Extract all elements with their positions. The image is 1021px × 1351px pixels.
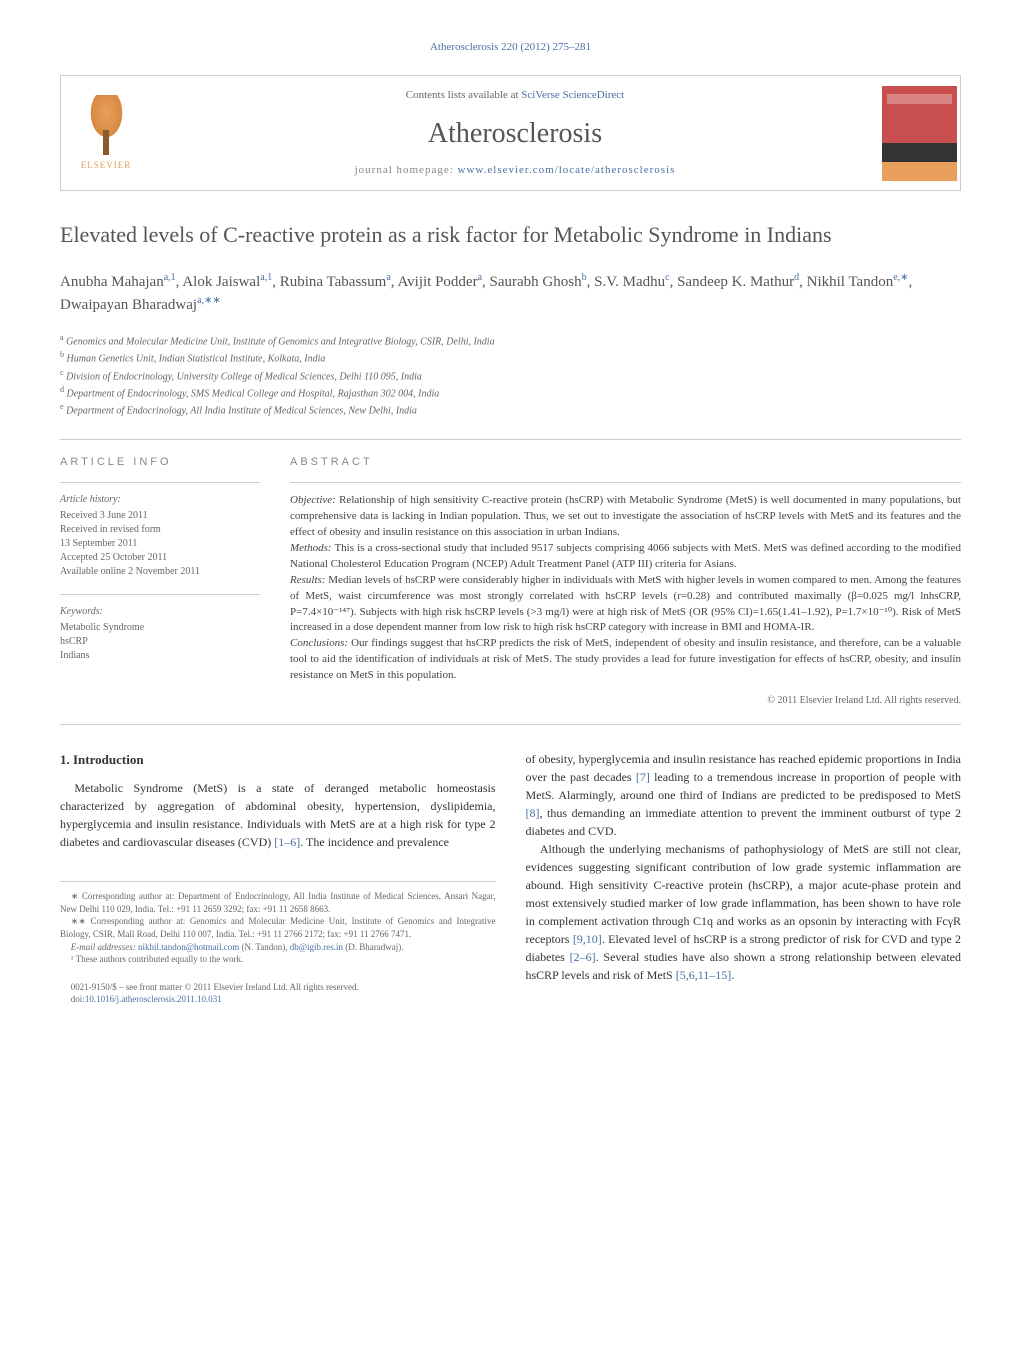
results-label: Results:: [290, 574, 325, 586]
ref-link[interactable]: [2–6]: [570, 950, 596, 964]
article-info-heading: ARTICLE INFO: [60, 455, 260, 470]
email-link-1[interactable]: nikhil.tandon@hotmail.com: [138, 942, 239, 952]
section-number: 1.: [60, 752, 70, 767]
homepage-link[interactable]: www.elsevier.com/locate/atherosclerosis: [458, 164, 676, 176]
history-label: Article history:: [60, 493, 260, 507]
citation-line: Atherosclerosis 220 (2012) 275–281: [60, 40, 961, 55]
ref-link[interactable]: [1–6]: [274, 835, 300, 849]
divider: [60, 439, 961, 440]
abstract-body: Objective: Relationship of high sensitiv…: [290, 482, 961, 709]
abstract-copyright: © 2011 Elsevier Ireland Ltd. All rights …: [290, 694, 961, 709]
sciencedirect-link[interactable]: SciVerse ScienceDirect: [521, 89, 624, 101]
contents-available-line: Contents lists available at SciVerse Sci…: [151, 88, 879, 103]
article-title: Elevated levels of C-reactive protein as…: [60, 221, 961, 250]
equal-contribution: ¹ These authors contributed equally to t…: [60, 953, 496, 966]
email-line: E-mail addresses: nikhil.tandon@hotmail.…: [60, 941, 496, 954]
history-line: 13 September 2011: [60, 537, 260, 551]
methods-text: This is a cross-sectional study that inc…: [290, 542, 961, 570]
keywords-label: Keywords:: [60, 605, 260, 619]
ref-link[interactable]: [8]: [526, 806, 540, 820]
body-col-right: of obesity, hyperglycemia and insulin re…: [526, 750, 962, 1006]
intro-para-1: Metabolic Syndrome (MetS) is a state of …: [60, 779, 496, 851]
abstract-column: ABSTRACT Objective: Relationship of high…: [290, 455, 961, 709]
authors-list: Anubha Mahajana,1, Alok Jaiswala,1, Rubi…: [60, 270, 961, 317]
article-info-column: ARTICLE INFO Article history: Received 3…: [60, 455, 260, 709]
section-heading: 1. Introduction: [60, 750, 496, 770]
body-col-left: 1. Introduction Metabolic Syndrome (MetS…: [60, 750, 496, 1006]
doi-link[interactable]: 10.1016/j.atherosclerosis.2011.10.031: [85, 994, 222, 1004]
issn-line: 0021-9150/$ – see front matter © 2011 El…: [60, 981, 496, 994]
article-history-block: Article history: Received 3 June 2011Rec…: [60, 482, 260, 579]
email-link-2[interactable]: db@igib.res.in: [290, 942, 343, 952]
homepage-line: journal homepage: www.elsevier.com/locat…: [151, 163, 879, 178]
corresponding-author-1: ∗ Corresponding author at: Department of…: [60, 890, 496, 915]
ref-link[interactable]: [5,6,11–15]: [676, 968, 732, 982]
elsevier-tree-icon: [79, 95, 134, 155]
bottom-meta: 0021-9150/$ – see front matter © 2011 El…: [60, 981, 496, 1006]
header-center: Contents lists available at SciVerse Sci…: [151, 76, 879, 190]
history-line: Available online 2 November 2011: [60, 565, 260, 579]
objective-label: Objective:: [290, 494, 336, 506]
history-line: Received 3 June 2011: [60, 509, 260, 523]
affiliation-line: a Genomics and Molecular Medicine Unit, …: [60, 332, 961, 349]
intro-para-1-cont: of obesity, hyperglycemia and insulin re…: [526, 750, 962, 840]
history-line: Received in revised form: [60, 523, 260, 537]
methods-label: Methods:: [290, 542, 332, 554]
affiliation-line: b Human Genetics Unit, Indian Statistica…: [60, 349, 961, 366]
contents-prefix: Contents lists available at: [406, 89, 521, 101]
keyword-line: Indians: [60, 649, 260, 663]
journal-cover-thumbnail: [882, 86, 957, 181]
body-columns: 1. Introduction Metabolic Syndrome (MetS…: [60, 750, 961, 1006]
conclusions-text: Our findings suggest that hsCRP predicts…: [290, 637, 961, 681]
objective-text: Relationship of high sensitivity C-react…: [290, 494, 961, 538]
journal-header: ELSEVIER Contents lists available at Sci…: [60, 75, 961, 191]
journal-name: Atherosclerosis: [151, 114, 879, 153]
corresponding-author-2: ∗∗ Corresponding author at: Genomics and…: [60, 915, 496, 940]
abstract-heading: ABSTRACT: [290, 455, 961, 470]
elsevier-logo: ELSEVIER: [61, 83, 151, 183]
footnotes: ∗ Corresponding author at: Department of…: [60, 881, 496, 966]
keyword-line: hsCRP: [60, 635, 260, 649]
ref-link[interactable]: [7]: [636, 770, 650, 784]
section-title: Introduction: [73, 752, 144, 767]
conclusions-label: Conclusions:: [290, 637, 348, 649]
affiliation-line: e Department of Endocrinology, All India…: [60, 401, 961, 418]
affiliation-line: d Department of Endocrinology, SMS Medic…: [60, 384, 961, 401]
divider: [60, 724, 961, 725]
affiliations-list: a Genomics and Molecular Medicine Unit, …: [60, 332, 961, 419]
keywords-block: Keywords: Metabolic SyndromehsCRPIndians: [60, 594, 260, 663]
affiliation-line: c Division of Endocrinology, University …: [60, 367, 961, 384]
results-text: Median levels of hsCRP were considerably…: [290, 574, 961, 634]
keyword-line: Metabolic Syndrome: [60, 621, 260, 635]
history-line: Accepted 25 October 2011: [60, 551, 260, 565]
homepage-prefix: journal homepage:: [355, 164, 458, 176]
elsevier-label: ELSEVIER: [81, 159, 132, 172]
doi-line: doi:10.1016/j.atherosclerosis.2011.10.03…: [60, 993, 496, 1006]
intro-para-2: Although the underlying mechanisms of pa…: [526, 840, 962, 984]
ref-link[interactable]: [9,10]: [573, 932, 602, 946]
info-abstract-row: ARTICLE INFO Article history: Received 3…: [60, 455, 961, 709]
